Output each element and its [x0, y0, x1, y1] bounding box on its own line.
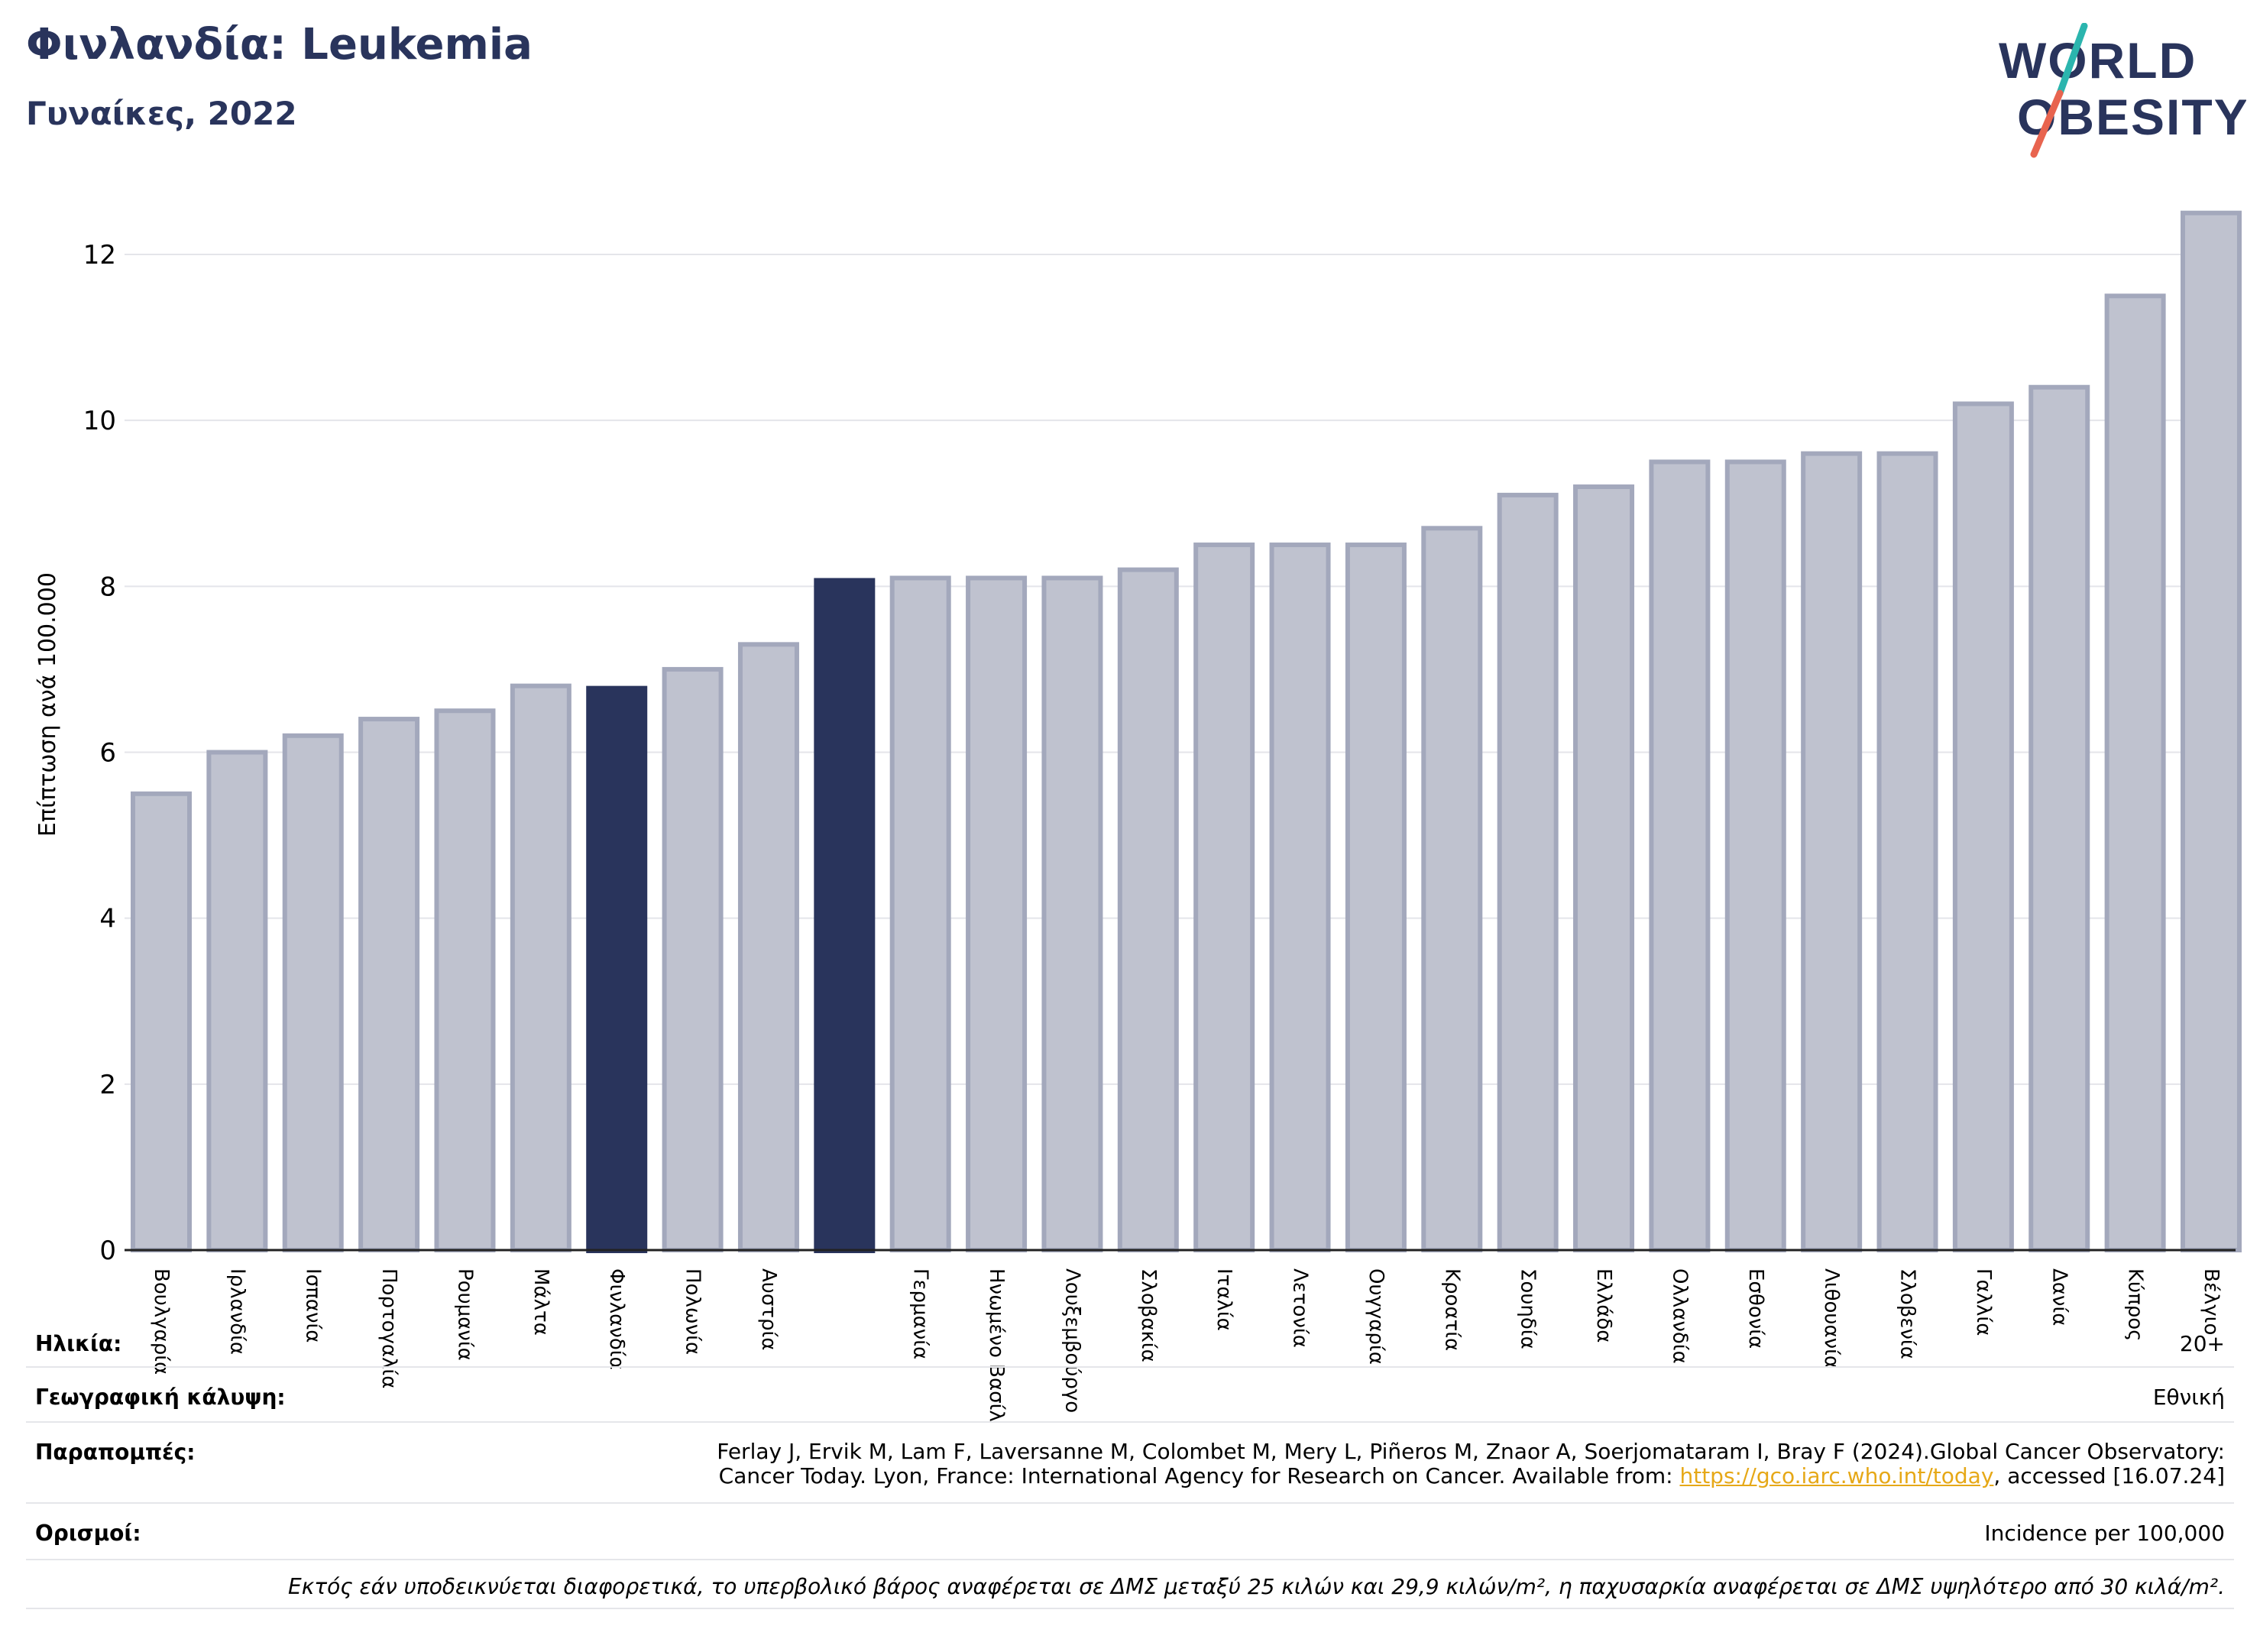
bar-Ισπανία: [282, 733, 344, 1252]
coverage-label: Γεωγραφική κάλυψη:: [35, 1385, 286, 1410]
x-tick-label: Λετονία: [1289, 1268, 1312, 1348]
references-line-2: Cancer Today. Lyon, France: Internationa…: [717, 1464, 2225, 1488]
x-tick-label: Αυστρία: [757, 1268, 780, 1350]
bar-Ουγγαρία: [1345, 543, 1407, 1252]
references-accessed: , accessed [16.07.24]: [1993, 1463, 2225, 1488]
x-tick-label: Σλοβενία: [1896, 1268, 1919, 1359]
x-axis-labels: Βουλγαρία Ιρλανδία Ισπανία Πορτογαλία Ρουμαν…: [150, 1268, 2223, 1421]
bar-Κροατία: [1421, 526, 1483, 1252]
bar-Δανία: [2028, 384, 2090, 1253]
y-tick-label: 6: [99, 738, 116, 769]
x-tick-label: Εσθονία: [1744, 1268, 1767, 1349]
y-tick-label: 0: [99, 1236, 116, 1266]
references-line-2-text: Cancer Today. Lyon, France: Internationa…: [718, 1463, 1680, 1488]
bar-Ρουμανία: [434, 708, 496, 1252]
x-tick-label: Βουλγαρία: [150, 1268, 173, 1375]
x-tick-label: Σουηδία: [1517, 1268, 1540, 1349]
chart-subtitle: Γυναίκες, 2022: [26, 95, 297, 132]
bar-Πολωνία: [662, 666, 724, 1252]
bar-unlabeled: [814, 578, 876, 1253]
y-tick-label: 10: [83, 406, 116, 436]
bar-Ιρλανδία: [206, 750, 268, 1252]
bar-Φινλανδία: [586, 685, 648, 1253]
definitions-label: Ορισμοί:: [35, 1521, 141, 1546]
x-tick-label: Ιρλανδία: [225, 1268, 248, 1355]
logo-slash-top: [2056, 23, 2088, 97]
x-tick-label: Ισπανία: [302, 1268, 325, 1343]
bar-Λετονία: [1269, 543, 1331, 1252]
bar-Πορτογαλία: [358, 717, 420, 1252]
bar-Γερμανία: [889, 575, 951, 1252]
chart-bars: [131, 210, 2242, 1253]
bar-Λουξεμβούργο: [1041, 575, 1103, 1252]
bar-Μάλτα: [510, 683, 571, 1252]
references-label: Παραπομπές:: [35, 1440, 196, 1465]
x-tick-label: Γαλλία: [1972, 1268, 1995, 1336]
x-tick-label: Γερμανία: [909, 1268, 932, 1359]
y-tick-label: 2: [99, 1070, 116, 1100]
bar-Ιταλία: [1193, 543, 1255, 1252]
x-tick-label: Ηνωμένο Βασίλειο: [985, 1268, 1008, 1421]
x-tick-label: Λιθουανία: [1820, 1268, 1843, 1369]
bar-Βουλγαρία: [131, 791, 192, 1252]
world-obesity-logo: WORLD OBESITY: [1999, 23, 2246, 158]
bar-Ελλάδα: [1573, 484, 1635, 1252]
x-tick-label: Φινλανδία: [605, 1268, 628, 1370]
bar-Αυστρία: [737, 642, 799, 1252]
footnote: Εκτός εάν υποδεικνύεται διαφορετικά, το …: [288, 1574, 2225, 1599]
age-label: Ηλικία:: [35, 1331, 122, 1356]
x-tick-label: Ρουμανία: [453, 1268, 476, 1361]
x-tick-label: Ιταλία: [1213, 1268, 1235, 1331]
bar-Εσθονία: [1724, 459, 1786, 1252]
bar-Ολλανδία: [1649, 459, 1711, 1252]
coverage-value: Εθνική: [2152, 1385, 2225, 1410]
x-tick-label: Πολωνία: [682, 1268, 704, 1355]
y-tick-label: 12: [83, 240, 116, 270]
bar-Σουηδία: [1497, 492, 1559, 1252]
bar-Κύπρος: [2104, 293, 2166, 1253]
x-tick-label: Κύπρος: [2124, 1268, 2147, 1341]
chart-title: Φινλανδία: Leukemia: [26, 20, 533, 70]
bar-Βέλγιο: [2180, 210, 2242, 1252]
x-tick-label: Ολλανδία: [1668, 1268, 1691, 1364]
bar-chart: 0 2 4 6 8 10 12 Βουλγαρία Ιρλανδία Ισπανία Πορτογ…: [34, 210, 2242, 1421]
definitions-value: Incidence per 100,000: [1984, 1521, 2225, 1546]
x-tick-label: Δανία: [2048, 1268, 2071, 1326]
footnote-divider: [26, 1608, 2234, 1609]
age-value: 20+: [2179, 1331, 2225, 1356]
x-tick-label: Πορτογαλία: [377, 1268, 400, 1388]
x-tick-label: Κροατία: [1440, 1268, 1463, 1351]
bar-Σλοβενία: [1876, 451, 1938, 1252]
y-tick-label: 4: [99, 904, 116, 935]
logo-line-world: WORLD: [1999, 32, 2197, 89]
y-axis-label: Επίπτωση ανά 100.000: [34, 572, 61, 837]
info-row-definitions: Ορισμοί: Incidence per 100,000: [26, 1504, 2234, 1560]
references-link[interactable]: https://gco.iarc.who.int/today: [1679, 1463, 1994, 1488]
info-row-age: Ηλικία: 20+: [26, 1322, 2234, 1368]
y-tick-label: 8: [99, 572, 116, 602]
x-tick-label: Βέλγιο: [2200, 1268, 2223, 1335]
x-tick-label: Λουξεμβούργο: [1060, 1268, 1083, 1413]
bar-Ηνωμένο Βασίλειο: [966, 575, 1028, 1252]
x-tick-label: Ελλάδα: [1592, 1268, 1615, 1343]
references-line-1: Ferlay J, Ervik M, Lam F, Laversanne M, …: [717, 1439, 2225, 1464]
x-tick-label: Μάλτα: [529, 1268, 552, 1336]
x-tick-label: Ουγγαρία: [1365, 1268, 1387, 1365]
bar-Λιθουανία: [1801, 451, 1863, 1252]
info-row-references: Παραπομπές: Ferlay J, Ervik M, Lam F, La…: [26, 1423, 2234, 1504]
bar-Γαλλία: [1952, 401, 2014, 1253]
y-axis-ticks: 0 2 4 6 8 10 12: [83, 240, 116, 1266]
logo-slash-bottom: [2030, 89, 2064, 158]
info-row-coverage: Γεωγραφική κάλυψη: Εθνική: [26, 1368, 2234, 1423]
references-value: Ferlay J, Ervik M, Lam F, Laversanne M, …: [717, 1440, 2225, 1488]
x-tick-label: Σλοβακία: [1137, 1268, 1160, 1362]
bar-Σλοβακία: [1117, 567, 1179, 1252]
